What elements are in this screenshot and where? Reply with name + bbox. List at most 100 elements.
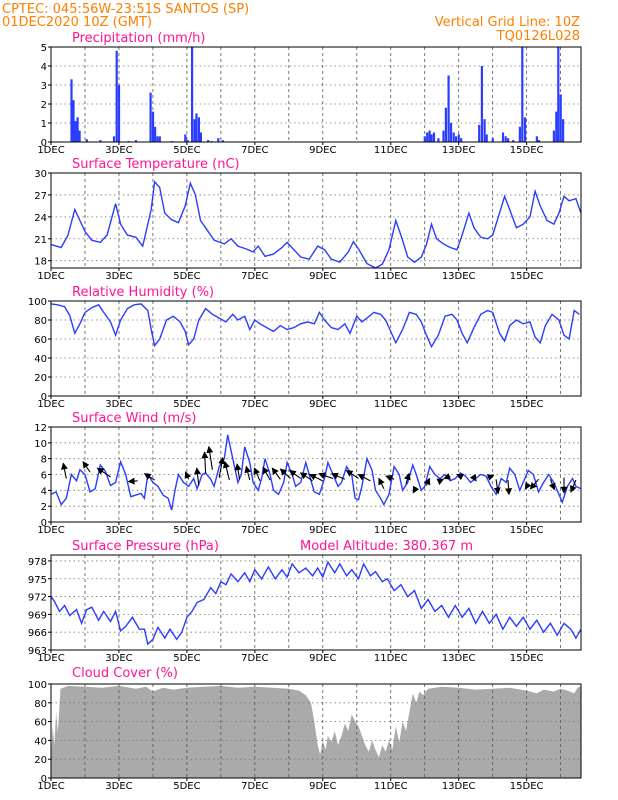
wind-vector	[206, 445, 214, 470]
y-tick-label: 2	[41, 100, 47, 111]
x-tick-label: 13DEC	[442, 399, 476, 410]
panel-wind: Surface Wind (m/s) 0 2 4 6 8 10 12 1DEC 3DEC 5DEC…	[34, 411, 582, 536]
precip-bar	[507, 138, 510, 142]
x-tick-label: 3DEC	[105, 525, 132, 536]
wind-vector	[493, 479, 501, 495]
panel-frame	[50, 683, 582, 779]
y-tick-label: 80	[34, 316, 47, 327]
x-tick-label: 13DEC	[442, 781, 476, 792]
x-tick-label: 15DEC	[510, 653, 544, 664]
precip-bar	[483, 119, 486, 142]
y-tick-label: 20	[34, 373, 47, 384]
x-tick-label: 7DEC	[241, 653, 268, 664]
x-tick-label: 11DEC	[374, 525, 408, 536]
precip-bar	[444, 107, 447, 142]
title-precipitation: Precipitation (mm/h)	[72, 31, 205, 46]
title-cloud-cover: Cloud Cover (%)	[72, 666, 178, 681]
wind-vector	[524, 481, 532, 490]
x-tick-label: 7DEC	[241, 399, 268, 410]
precip-bar	[72, 100, 75, 142]
x-tick-label: 1DEC	[37, 271, 64, 282]
precip-bar	[112, 136, 116, 142]
x-tick-label: 1DEC	[37, 653, 64, 664]
wind-vector	[436, 478, 445, 486]
wind-vector	[61, 462, 68, 479]
wind-vector	[456, 473, 465, 481]
precip-bar	[426, 132, 429, 142]
wind-vector	[548, 479, 556, 491]
precip-bar	[423, 136, 426, 142]
x-tick-label: 1DEC	[37, 781, 64, 792]
precip-bar	[430, 134, 433, 142]
rh-series-line	[50, 303, 580, 349]
precip-bar	[442, 130, 445, 142]
x-tick-label: 5DEC	[173, 271, 200, 282]
y-tick-label: 5	[41, 43, 47, 54]
x-tick-label: 9DEC	[309, 399, 336, 410]
precip-bar	[432, 132, 436, 142]
x-tick-label: 5DEC	[173, 525, 200, 536]
title-humidity: Relative Humidity (%)	[72, 285, 214, 300]
precip-bar	[99, 140, 102, 142]
wind-vector	[308, 473, 324, 482]
x-tick-label: 1DEC	[37, 145, 64, 156]
x-tick-label: 11DEC	[374, 145, 408, 156]
wind-vector	[505, 480, 513, 496]
y-tick-label: 24	[34, 213, 47, 224]
x-tick-label: 3DEC	[105, 399, 132, 410]
y-tick-label: 40	[34, 354, 47, 365]
precip-bar	[491, 138, 494, 142]
precip-bar	[197, 117, 200, 142]
wind-vector	[262, 466, 271, 481]
y-tick-label: 1	[41, 119, 47, 130]
precip-bar	[85, 139, 88, 142]
precip-bar	[521, 47, 524, 142]
wind-vector	[385, 475, 395, 482]
precip-bar	[447, 75, 450, 142]
y-tick-label: 18	[34, 257, 47, 268]
wind-vector	[529, 478, 539, 490]
x-tick-label: 7DEC	[241, 781, 268, 792]
y-tick-label: 21	[34, 235, 47, 246]
precip-bar	[195, 113, 198, 142]
x-tick-label: 15DEC	[510, 145, 544, 156]
panel-pressure: Surface Pressure (hPa) Model Altitude: 3…	[28, 539, 582, 664]
precip-bar	[452, 132, 455, 142]
x-tick-label: 7DEC	[241, 271, 268, 282]
wind-vector	[443, 473, 452, 480]
precip-bar	[156, 136, 159, 142]
precip-bar	[512, 140, 515, 142]
y-tick-label: 10	[34, 439, 47, 450]
precip-bar	[115, 50, 118, 142]
y-tick-label: 40	[34, 736, 47, 747]
precip-bar	[428, 130, 431, 142]
precip-bar	[78, 130, 81, 142]
precip-bar	[70, 79, 73, 142]
wind-vector	[423, 477, 431, 486]
y-tick-label: 3	[41, 81, 47, 92]
x-tick-label: 9DEC	[309, 653, 336, 664]
temp-series-line	[50, 180, 582, 269]
wind-vector	[253, 467, 261, 482]
panel-frame	[50, 426, 582, 523]
y-tick-label: 4	[41, 62, 47, 73]
wind-vector	[378, 477, 385, 489]
wind-vector	[318, 472, 334, 479]
wind-vector	[271, 467, 281, 480]
x-tick-label: 13DEC	[442, 653, 476, 664]
precip-bar	[199, 132, 202, 142]
wind-vector	[201, 451, 209, 473]
title-temperature: Surface Temperature (nC)	[72, 157, 240, 172]
station-header: CPTEC: 045:56W-23:51S SANTOS (SP)	[2, 2, 249, 17]
precip-bar	[449, 123, 453, 142]
precip-bar	[535, 136, 538, 142]
precip-bar	[74, 121, 77, 142]
run-date-header: 01DEC2020 10Z (GMT)	[2, 15, 152, 30]
wind-vector	[194, 467, 201, 486]
precip-bar	[552, 130, 555, 142]
precip-bar	[455, 136, 458, 142]
panel-frame	[50, 172, 582, 269]
wind-vector	[570, 479, 577, 493]
precip-bar	[154, 126, 157, 142]
wind-vector	[96, 467, 111, 478]
